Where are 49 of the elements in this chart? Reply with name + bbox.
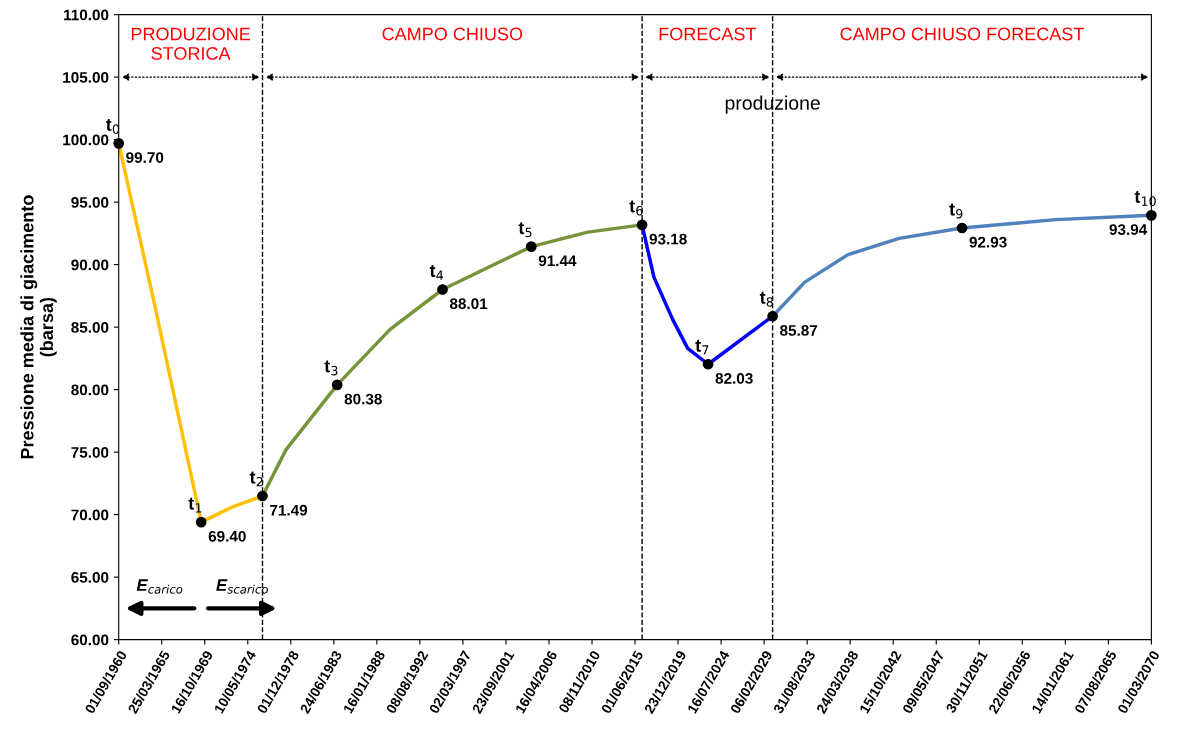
point [956, 222, 968, 234]
y-tick-label: 70.00 [71, 509, 109, 521]
annotation: t$_{5}$ [518, 222, 532, 238]
annotation: t$_{7}$ [695, 339, 709, 355]
y-tick-label: 80.00 [71, 384, 109, 396]
point [195, 516, 207, 528]
annotation: E$_{scarico}$ [216, 579, 268, 594]
annotation: t$_{2}$ [249, 471, 263, 487]
data-label: 99.70 [126, 152, 164, 163]
data-label: 93.18 [649, 233, 687, 245]
data-label: 93.94 [1109, 224, 1148, 235]
point [113, 138, 125, 149]
point [257, 490, 268, 502]
point [636, 219, 648, 231]
annotation: t$_{9}$ [949, 203, 963, 219]
annotation: t$_{3}$ [324, 360, 338, 376]
data-label: 71.49 [270, 504, 308, 516]
annotation: CAMPO CHIUSO FORECAST [840, 27, 1084, 41]
annotation: PRODUZIONE STORICA [131, 27, 251, 60]
data-label: 88.01 [449, 298, 488, 310]
data-label: 80.38 [344, 393, 382, 405]
y-tick-label: 105.00 [63, 71, 109, 83]
y-tick-label: 75.00 [71, 446, 109, 458]
annotation: CAMPO CHIUSO [382, 27, 523, 41]
point [437, 284, 448, 295]
point [1146, 210, 1157, 221]
y-axis-title: Pressione media di giacimento (barsa) [20, 195, 57, 459]
y-tick-label: 85.00 [71, 321, 109, 333]
data-label: 82.03 [715, 373, 753, 384]
annotation: t$_{6}$ [629, 200, 643, 216]
y-tick-label: 65.00 [71, 571, 109, 583]
y-tick-label: 95.00 [71, 196, 109, 208]
y-tick-label: 60.00 [71, 634, 109, 646]
point [767, 310, 778, 322]
data-label: 85.87 [780, 325, 818, 336]
data-label: 91.44 [538, 255, 577, 267]
annotation: FORECAST [659, 27, 757, 41]
y-tick-label: 110.00 [64, 9, 109, 21]
point [525, 241, 537, 252]
annotation: t$_{1}$ [188, 497, 202, 513]
y-tick-label: 100.00 [63, 134, 109, 146]
data-label: 69.40 [208, 530, 246, 542]
point [331, 379, 343, 391]
data-label: 92.93 [969, 236, 1007, 248]
annotation: produzione [725, 95, 820, 114]
annotation: t$_{4}$ [429, 265, 444, 280]
point [702, 358, 714, 370]
annotation: E$_{carico}$ [136, 579, 183, 594]
y-tick-label: 90.00 [71, 259, 109, 271]
